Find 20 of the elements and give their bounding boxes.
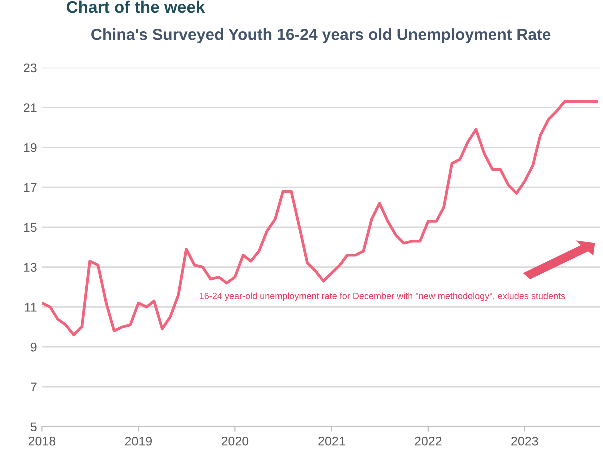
y-tick-label: 17 <box>24 184 37 192</box>
x-tick-label: 2020 <box>222 436 249 446</box>
chart-title: China's Surveyed Youth 16-24 years old Unemployment Rate <box>92 28 551 44</box>
annotation: 16-24 year-old unemployment rate for December with "new methodology", exludes students <box>200 292 566 302</box>
y-tick-label: 5 <box>30 422 37 432</box>
y-tick-label: 11 <box>25 303 37 312</box>
x-tick-label: 2019 <box>125 436 152 446</box>
y-tick-label: 9 <box>30 342 37 352</box>
x-tick-label: 2018 <box>28 436 56 446</box>
y-tick-label: 15 <box>24 223 37 232</box>
x-tick-label: 2023 <box>512 436 538 446</box>
y-tick-label: 19 <box>24 143 37 152</box>
text: Chart of the week <box>67 0 206 14</box>
y-tick-label: 7 <box>31 382 37 392</box>
line-series <box>42 100 598 337</box>
y-tick-label: 13 <box>24 263 37 272</box>
y-tick-label: 21 <box>24 104 37 112</box>
x-tick-label: 2021 <box>318 436 346 446</box>
y-tick-label: 23 <box>24 64 37 73</box>
x-tick-label: 2022 <box>415 436 442 446</box>
